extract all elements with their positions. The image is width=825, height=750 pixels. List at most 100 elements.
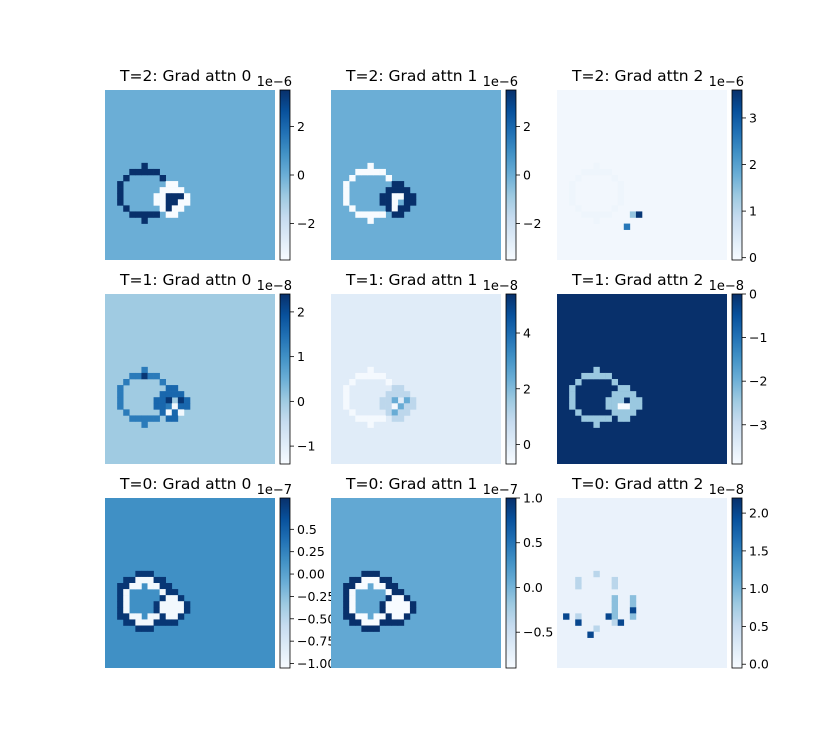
- heatmap-cell: [171, 403, 179, 410]
- heatmap-cell: [629, 595, 637, 602]
- heatmap-cell: [367, 162, 374, 170]
- heatmap-cell: [563, 613, 570, 620]
- heatmap-cell: [171, 391, 179, 398]
- heatmap-cell: [165, 415, 173, 422]
- heatmap-cell: [581, 372, 588, 380]
- heatmap-cell: [397, 205, 405, 212]
- heatmap-cell: [397, 181, 405, 188]
- heatmap-cell: [617, 199, 625, 206]
- heatmap-cell: [123, 175, 130, 182]
- heatmap-cell: [379, 168, 386, 176]
- heatmap-cell: [165, 397, 173, 404]
- heatmap-cell: [159, 403, 167, 410]
- panel-8: T=0: Grad attn 2 1e−8 2.0 1.5 1.0 0.5 0.0: [557, 475, 769, 672]
- heatmap-cell: [171, 187, 179, 194]
- heatmap-cell: [391, 589, 399, 596]
- heatmap-cell: [153, 211, 160, 218]
- heatmap-cell: [159, 409, 167, 416]
- heatmap-cell: [361, 625, 368, 632]
- heatmap-cell: [153, 583, 160, 590]
- heatmap-cell: [599, 168, 606, 176]
- heatmap-cell: [391, 601, 399, 608]
- heatmap-cell: [117, 187, 124, 194]
- heatmap-cell: [379, 607, 386, 614]
- heatmap-cell: [343, 607, 350, 614]
- colorbar: [279, 293, 291, 465]
- colorbar-tick-label: 0.5: [749, 619, 769, 634]
- colorbar-tick-label: −3: [749, 417, 767, 432]
- heatmap-cell: [385, 576, 393, 584]
- heatmap-cell: [183, 193, 191, 200]
- heatmap-cell: [617, 415, 625, 422]
- heatmap-cell: [623, 223, 631, 230]
- heatmap-cell: [343, 385, 350, 392]
- heatmap-cell: [343, 403, 350, 410]
- heatmap-cell: [177, 601, 185, 608]
- heatmap-cell: [171, 385, 179, 392]
- colorbar-tick-label: −0.50: [297, 611, 335, 626]
- heatmap-cell: [391, 391, 399, 398]
- heatmap-cell: [171, 619, 179, 626]
- heatmap-cell: [409, 397, 417, 404]
- heatmap-cell: [361, 211, 368, 218]
- heatmap-cell: [373, 619, 380, 626]
- heatmap-cell: [349, 205, 356, 212]
- heatmap-cell: [165, 181, 173, 188]
- heatmap-cell: [135, 583, 142, 590]
- heatmap-cell: [165, 205, 173, 212]
- heatmap-cell: [361, 372, 368, 380]
- colorbar-tick-label: 1: [297, 349, 305, 364]
- heatmap-cell: [153, 415, 160, 422]
- heatmap-cell: [593, 211, 600, 218]
- colorbar-tick-label: 0.0: [749, 657, 769, 672]
- heatmap-cell: [391, 583, 399, 590]
- heatmap-cell: [117, 403, 124, 410]
- heatmap-cell: [343, 601, 350, 608]
- colorbar: [505, 497, 517, 669]
- heatmap-cell: [373, 570, 380, 578]
- heatmap-cell: [135, 211, 142, 218]
- heatmap-cell: [165, 403, 173, 410]
- heatmap-cell: [349, 607, 356, 614]
- heatmap-cell: [385, 193, 393, 200]
- heatmap-cell: [379, 619, 386, 626]
- heatmap-cell: [617, 193, 625, 200]
- heatmap-cell: [183, 397, 191, 404]
- heatmap-cell: [153, 372, 160, 380]
- heatmap-cell: [147, 168, 154, 176]
- heatmap-cell: [403, 205, 411, 212]
- heatmap-cell: [147, 372, 154, 380]
- panel-3: T=1: Grad attn 0 1e−8 2 1 0 −1: [105, 271, 315, 465]
- heatmap-cell: [117, 199, 124, 206]
- heatmap-cell: [397, 601, 405, 608]
- panel-title: T=1: Grad attn 0: [119, 271, 251, 289]
- heatmap-cell: [123, 589, 130, 596]
- heatmap-cell: [385, 187, 393, 194]
- heatmap-cell: [385, 583, 393, 590]
- heatmap-cell: [349, 175, 356, 182]
- heatmap-cell: [385, 595, 393, 602]
- heatmap-cell: [617, 619, 625, 626]
- heatmap-cell: [605, 613, 612, 620]
- heatmap-cell: [177, 205, 185, 212]
- heatmap-cell: [605, 168, 612, 176]
- heatmap-cell: [629, 403, 637, 410]
- heatmap-cell: [373, 613, 380, 620]
- heatmap-cell: [147, 625, 154, 632]
- colorbar-tick-label: −2: [749, 374, 767, 389]
- heatmap-cell: [397, 187, 405, 194]
- colorbar: [731, 293, 743, 465]
- heatmap-cell: [355, 583, 362, 590]
- heatmap-cell: [397, 415, 405, 422]
- heatmap-cell: [117, 193, 124, 200]
- heatmap-cell: [117, 385, 124, 392]
- heatmap-cell: [367, 570, 374, 578]
- heatmap-cell: [623, 391, 631, 398]
- heatmap-cell: [355, 211, 362, 218]
- colorbar: [279, 89, 291, 261]
- heatmap-cell: [379, 403, 386, 410]
- heatmap-cell: [361, 583, 368, 590]
- heatmap-cell: [159, 379, 167, 386]
- heatmap-cell: [159, 187, 167, 194]
- colorbar-tick-label: 0.25: [297, 544, 325, 559]
